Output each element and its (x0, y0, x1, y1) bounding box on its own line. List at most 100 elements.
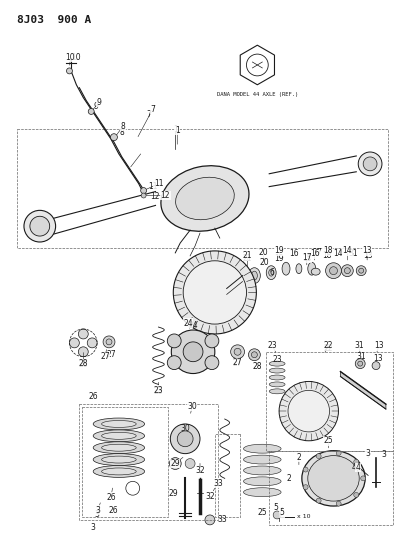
Ellipse shape (308, 456, 359, 501)
Circle shape (177, 431, 193, 447)
Circle shape (354, 492, 359, 497)
Text: 26: 26 (106, 492, 116, 502)
Circle shape (355, 359, 365, 369)
Text: 7: 7 (146, 110, 151, 119)
Ellipse shape (93, 418, 144, 430)
Text: 24: 24 (188, 320, 198, 329)
Text: 9: 9 (94, 102, 99, 111)
Ellipse shape (102, 456, 136, 463)
Circle shape (30, 216, 49, 236)
Text: 7: 7 (150, 105, 155, 114)
Text: 23: 23 (154, 386, 163, 395)
Text: 5: 5 (280, 508, 284, 518)
Circle shape (326, 263, 342, 279)
Text: 6: 6 (270, 268, 275, 277)
Text: 20: 20 (259, 248, 268, 257)
Text: 2: 2 (286, 474, 291, 483)
Text: 32: 32 (205, 491, 215, 500)
Text: 28: 28 (79, 359, 88, 368)
Text: 3: 3 (95, 511, 100, 520)
Ellipse shape (311, 268, 320, 275)
Circle shape (251, 352, 257, 358)
Ellipse shape (102, 468, 136, 475)
Circle shape (88, 109, 94, 115)
Ellipse shape (269, 269, 274, 276)
Ellipse shape (243, 488, 281, 497)
Text: 17: 17 (302, 253, 312, 262)
Ellipse shape (243, 477, 281, 486)
Circle shape (67, 68, 73, 74)
Text: 29: 29 (168, 489, 178, 498)
Circle shape (78, 347, 88, 357)
Text: 25: 25 (324, 437, 334, 445)
Circle shape (106, 339, 112, 345)
Circle shape (169, 458, 181, 470)
Text: 18: 18 (322, 252, 331, 260)
Circle shape (303, 484, 308, 490)
Text: 29: 29 (170, 459, 180, 468)
Circle shape (234, 348, 241, 355)
Circle shape (336, 501, 341, 506)
Ellipse shape (269, 375, 285, 380)
Text: 13: 13 (362, 246, 372, 255)
Text: 16: 16 (310, 249, 320, 259)
Circle shape (141, 193, 146, 198)
Text: 31: 31 (348, 249, 358, 259)
Circle shape (205, 515, 215, 525)
Text: 25: 25 (257, 508, 267, 518)
Ellipse shape (93, 442, 144, 454)
Circle shape (103, 336, 115, 348)
Circle shape (316, 498, 321, 503)
Circle shape (111, 134, 117, 141)
Text: 30: 30 (180, 424, 190, 433)
Ellipse shape (269, 368, 285, 373)
Text: 3: 3 (365, 449, 371, 458)
Text: 8: 8 (119, 128, 124, 137)
Circle shape (167, 334, 181, 348)
Circle shape (231, 345, 245, 359)
Text: 19: 19 (274, 246, 284, 255)
Text: 27: 27 (233, 358, 242, 367)
Circle shape (342, 265, 353, 277)
Circle shape (167, 356, 181, 369)
Polygon shape (340, 372, 386, 409)
Polygon shape (227, 276, 243, 294)
Text: 27: 27 (100, 352, 110, 361)
Text: 9: 9 (97, 98, 102, 107)
Circle shape (372, 362, 380, 369)
Text: 26: 26 (88, 392, 98, 401)
Circle shape (87, 338, 97, 348)
Circle shape (183, 342, 203, 362)
Text: 21: 21 (243, 252, 252, 260)
Ellipse shape (243, 444, 281, 453)
Circle shape (205, 356, 219, 369)
Circle shape (330, 266, 338, 274)
Text: 27: 27 (106, 350, 116, 359)
Ellipse shape (296, 264, 302, 273)
Text: 28: 28 (253, 362, 262, 371)
Ellipse shape (102, 444, 136, 451)
Ellipse shape (269, 389, 285, 394)
Text: 23: 23 (267, 341, 277, 350)
Text: 18: 18 (323, 246, 332, 255)
Text: 3: 3 (96, 505, 101, 514)
Circle shape (363, 157, 377, 171)
Text: 8J03  900 A: 8J03 900 A (17, 14, 91, 25)
Text: 15: 15 (302, 254, 312, 263)
Circle shape (173, 251, 257, 334)
Circle shape (171, 330, 215, 374)
Circle shape (24, 211, 55, 242)
Circle shape (359, 268, 363, 273)
Text: 1: 1 (173, 125, 178, 134)
Circle shape (336, 450, 341, 456)
Text: DANA MODEL 44 AXLE (REF.): DANA MODEL 44 AXLE (REF.) (217, 92, 298, 96)
Text: 11: 11 (148, 182, 157, 191)
Text: 3: 3 (91, 523, 96, 532)
Ellipse shape (93, 430, 144, 442)
Circle shape (183, 261, 247, 324)
Text: 23: 23 (154, 387, 163, 396)
Text: 12: 12 (150, 192, 159, 201)
Text: 5: 5 (274, 503, 279, 512)
Text: 24: 24 (183, 319, 193, 328)
Ellipse shape (308, 262, 316, 275)
